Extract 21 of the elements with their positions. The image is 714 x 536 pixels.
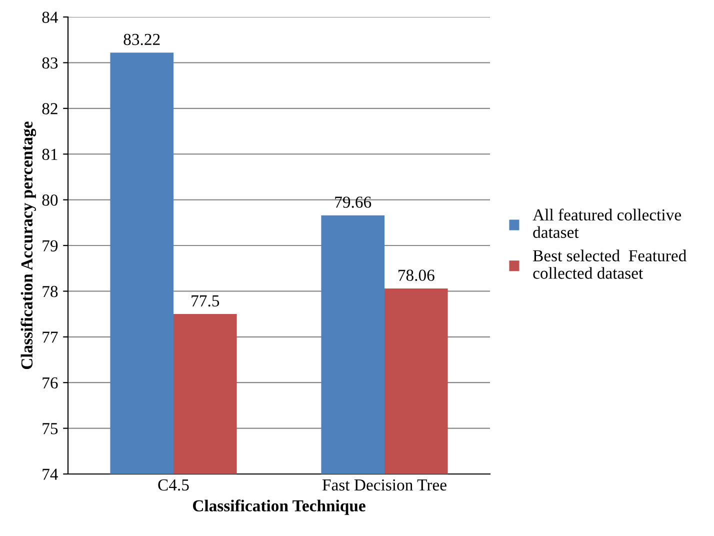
x-tick-label: Fast Decision Tree	[322, 479, 446, 491]
data-label: 79.66	[335, 196, 372, 208]
y-tick-label: 74	[42, 468, 58, 480]
legend-label: Best selected Featured collected dataset	[533, 250, 686, 279]
data-label: 78.06	[398, 270, 434, 281]
data-label: 77.5	[192, 295, 220, 307]
legend-label: All featured collective dataset	[532, 208, 681, 238]
y-tick-label: 82	[42, 103, 58, 114]
y-axis-title: Classification Accuracy percentage	[20, 122, 36, 370]
y-tick-label: 79	[42, 240, 58, 252]
x-axis-title: Classification Technique	[192, 500, 366, 515]
y-tick-label: 83	[42, 57, 58, 69]
y-tick-label: 75	[42, 423, 58, 434]
y-tick-label: 80	[42, 194, 58, 206]
y-tick-label: 84	[42, 12, 58, 23]
y-tick-label: 81	[42, 148, 58, 160]
y-tick-label: 76	[42, 377, 58, 389]
y-tick-label: 77	[42, 332, 58, 343]
y-tick-label: 78	[42, 286, 58, 298]
data-label: 83.22	[124, 34, 160, 46]
x-tick-label: C4.5	[158, 479, 189, 491]
